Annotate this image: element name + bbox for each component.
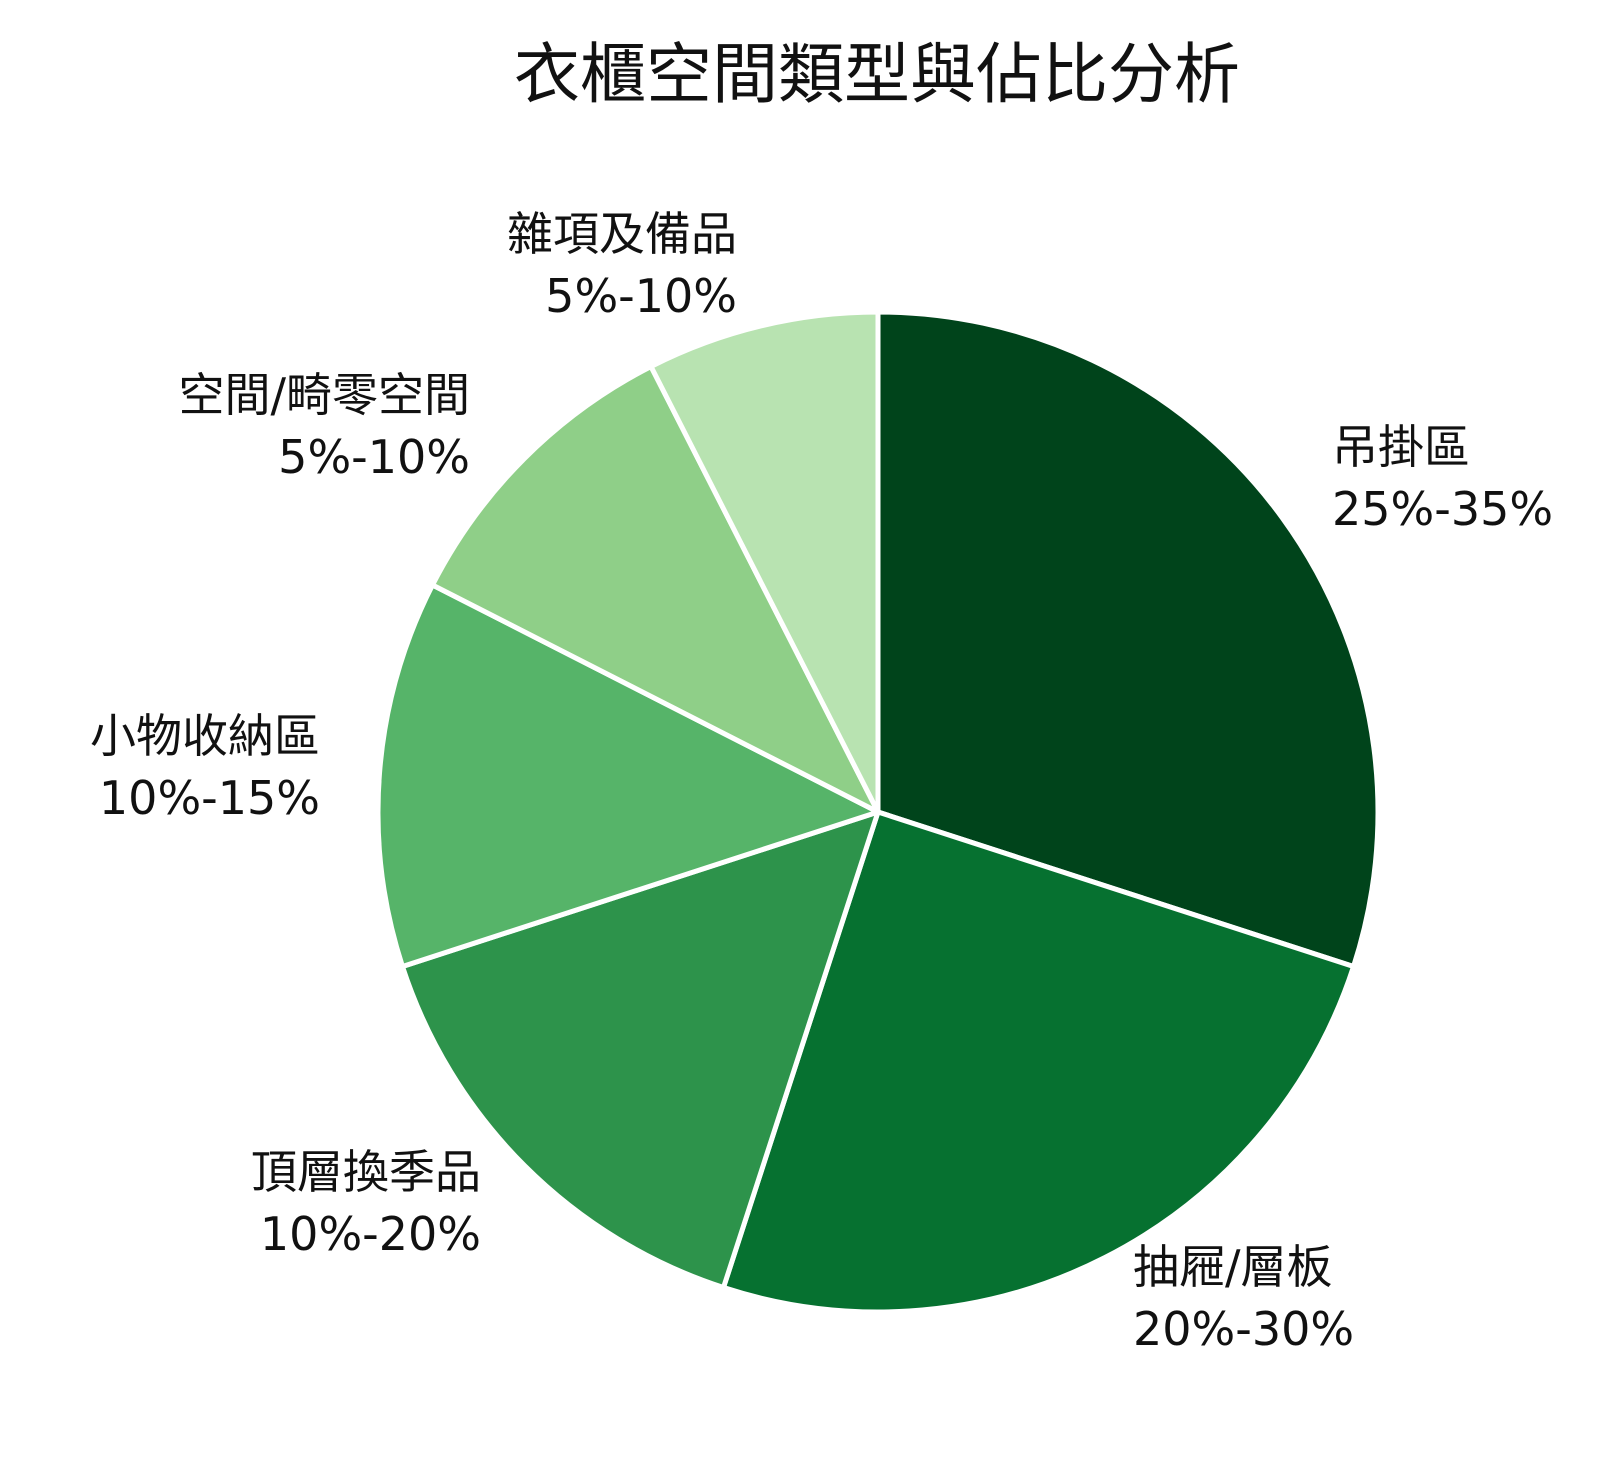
pie-slice-6 [648,309,881,815]
pie-slice-5 [430,364,881,815]
slice-range-5: 5%-10% [278,430,470,484]
slice-label-2: 抽屜/層板 [1133,1240,1333,1294]
slice-range-1: 25%-35% [1332,482,1553,536]
pie-slice-2 [720,809,1357,1315]
slice-label-1: 吊掛區 [1332,420,1470,474]
pie-slice-4 [375,582,881,970]
slice-range-2: 20%-30% [1133,1302,1354,1356]
pie-slices [375,309,1381,1315]
slice-labels: 吊掛區 25%-35% 抽屜/層板 20%-30% 頂層換季品 10%-20% 小物收納區 1… [90,207,1553,1356]
slice-label-5: 空間/畸零空間 [179,368,471,422]
slice-label-4: 小物收納區 [90,709,320,763]
slice-range-6: 5%-10% [545,269,737,323]
pie-slice-1 [875,309,1381,970]
slice-range-3: 10%-20% [260,1207,481,1261]
pie-slice-3 [399,809,881,1291]
slice-label-6: 雜項及備品 [507,207,737,261]
slice-range-4: 10%-15% [99,771,320,825]
chart-title: 衣櫃空間類型與佔比分析 [514,36,1240,113]
slice-label-3: 頂層換季品 [251,1145,481,1199]
